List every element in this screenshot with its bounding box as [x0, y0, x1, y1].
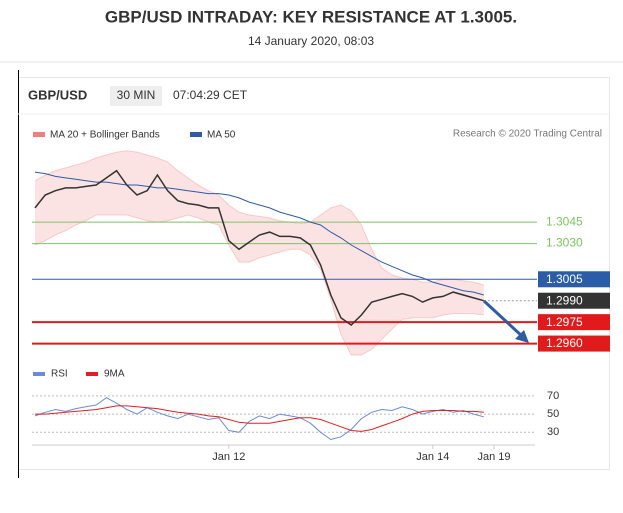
- rsi-tick-label: 70: [547, 390, 559, 402]
- interval-box[interactable]: [110, 86, 162, 106]
- level-label: 1.3030: [546, 236, 583, 250]
- rsi-line: [35, 405, 484, 432]
- level-label: 1.3005: [546, 272, 583, 286]
- level-label: 1.2990: [546, 293, 583, 307]
- x-tick-label: Jan 19: [477, 451, 510, 463]
- legend-swatch: [190, 132, 202, 137]
- rsi-tick-label: 30: [547, 426, 559, 438]
- x-tick-label: Jan 12: [212, 451, 245, 463]
- level-box: [538, 335, 610, 352]
- level-box: [538, 292, 610, 309]
- level-label: 1.3045: [546, 214, 583, 228]
- level-label: 1.2960: [546, 336, 583, 350]
- page-title: GBP/USD INTRADAY: KEY RESISTANCE AT 1.30…: [105, 7, 517, 26]
- x-tick-label: Jan 14: [416, 451, 449, 463]
- legend-label: RSI: [51, 369, 68, 380]
- bollinger-band: [35, 150, 484, 355]
- forecast-arrow-head: [515, 330, 529, 343]
- symbol: GBP/USD: [28, 87, 87, 102]
- interval[interactable]: 30 MIN: [117, 88, 156, 102]
- forecast-arrow: [482, 299, 525, 339]
- legend-swatch: [33, 372, 45, 376]
- rsi-line: [34, 397, 484, 441]
- legend-label: 9MA: [104, 369, 125, 380]
- band-lower: [34, 214, 484, 356]
- legend-swatch: [86, 372, 98, 376]
- level-box: [538, 314, 610, 331]
- legend-label: MA 50: [207, 130, 236, 141]
- time: 07:04:29 CET: [173, 88, 248, 102]
- level-label: 1.2975: [546, 315, 583, 329]
- credit: Research © 2020 Trading Central: [453, 129, 602, 140]
- ma50-line: [34, 171, 484, 296]
- rsi-tick-label: 50: [547, 408, 559, 420]
- page-subtitle: 14 January 2020, 08:03: [248, 34, 374, 48]
- level-box: [538, 271, 610, 288]
- legend-label: MA 20 + Bollinger Bands: [50, 130, 160, 141]
- price-line: [34, 169, 484, 326]
- legend-swatch: [33, 132, 45, 137]
